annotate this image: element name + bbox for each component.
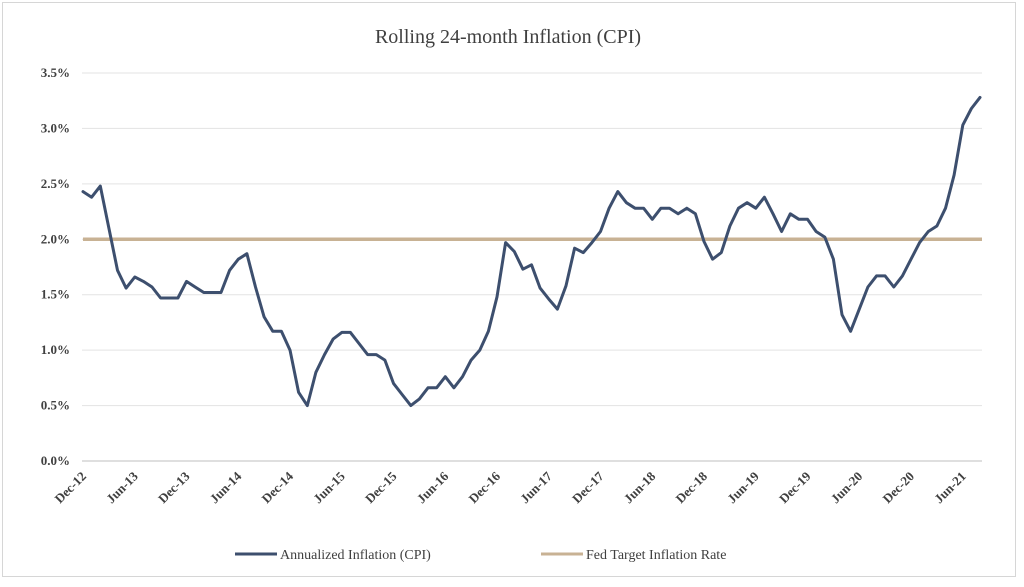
x-tick-label: Dec-17	[569, 468, 607, 506]
chart-title: Rolling 24-month Inflation (CPI)	[375, 26, 641, 48]
x-tick-label: Jun-21	[931, 469, 969, 507]
x-tick-label: Jun-18	[621, 468, 659, 506]
legend: Annualized Inflation (CPI) Fed Target In…	[235, 548, 726, 563]
y-tick-label: 3.5%	[41, 65, 70, 80]
x-tick-label: Jun-15	[310, 468, 348, 506]
x-tick-label: Dec-19	[776, 468, 814, 506]
y-tick-label: 0.5%	[41, 398, 70, 413]
x-tick-label: Jun-19	[724, 468, 762, 506]
x-tick-label: Dec-13	[155, 468, 193, 506]
y-tick-label: 2.5%	[41, 176, 70, 191]
x-tick-label: Dec-20	[879, 469, 917, 507]
x-axis-ticks: Dec-12 Jun-13 Dec-13 Jun-14 Dec-14 Jun-15 Dec-…	[51, 468, 968, 506]
y-tick-label: 2.0%	[41, 231, 70, 246]
x-tick-label: Dec-18	[672, 468, 710, 506]
x-tick-label: Jun-14	[207, 468, 245, 506]
x-tick-label: Dec-16	[465, 468, 503, 506]
y-tick-label: 3.0%	[41, 120, 70, 135]
y-tick-label: 1.0%	[41, 342, 70, 357]
y-tick-label: 0.0%	[41, 453, 70, 468]
x-tick-label: Jun-20	[828, 469, 866, 507]
x-tick-label: Jun-16	[414, 468, 452, 506]
inflation-line-chart: Rolling 24-month Inflation (CPI) 0.0% 0.5…	[41, 26, 982, 563]
x-tick-label: Jun-13	[103, 468, 141, 506]
series-layer	[81, 95, 982, 408]
legend-label-cpi: Annualized Inflation (CPI)	[280, 548, 431, 563]
chart-frame: Rolling 24-month Inflation (CPI) 0.0% 0.5…	[2, 2, 1016, 577]
x-tick-label: Dec-14	[258, 468, 296, 506]
y-axis-ticks: 0.0% 0.5% 1.0% 1.5% 2.0% 2.5% 3.0% 3.5%	[41, 65, 70, 468]
x-tick-label: Dec-15	[362, 468, 400, 506]
cpi-series-line	[81, 95, 982, 408]
x-tick-label: Jun-17	[517, 468, 555, 506]
legend-label-fed-target: Fed Target Inflation Rate	[586, 548, 726, 563]
y-tick-label: 1.5%	[41, 287, 70, 302]
x-tick-label: Dec-12	[51, 469, 89, 507]
